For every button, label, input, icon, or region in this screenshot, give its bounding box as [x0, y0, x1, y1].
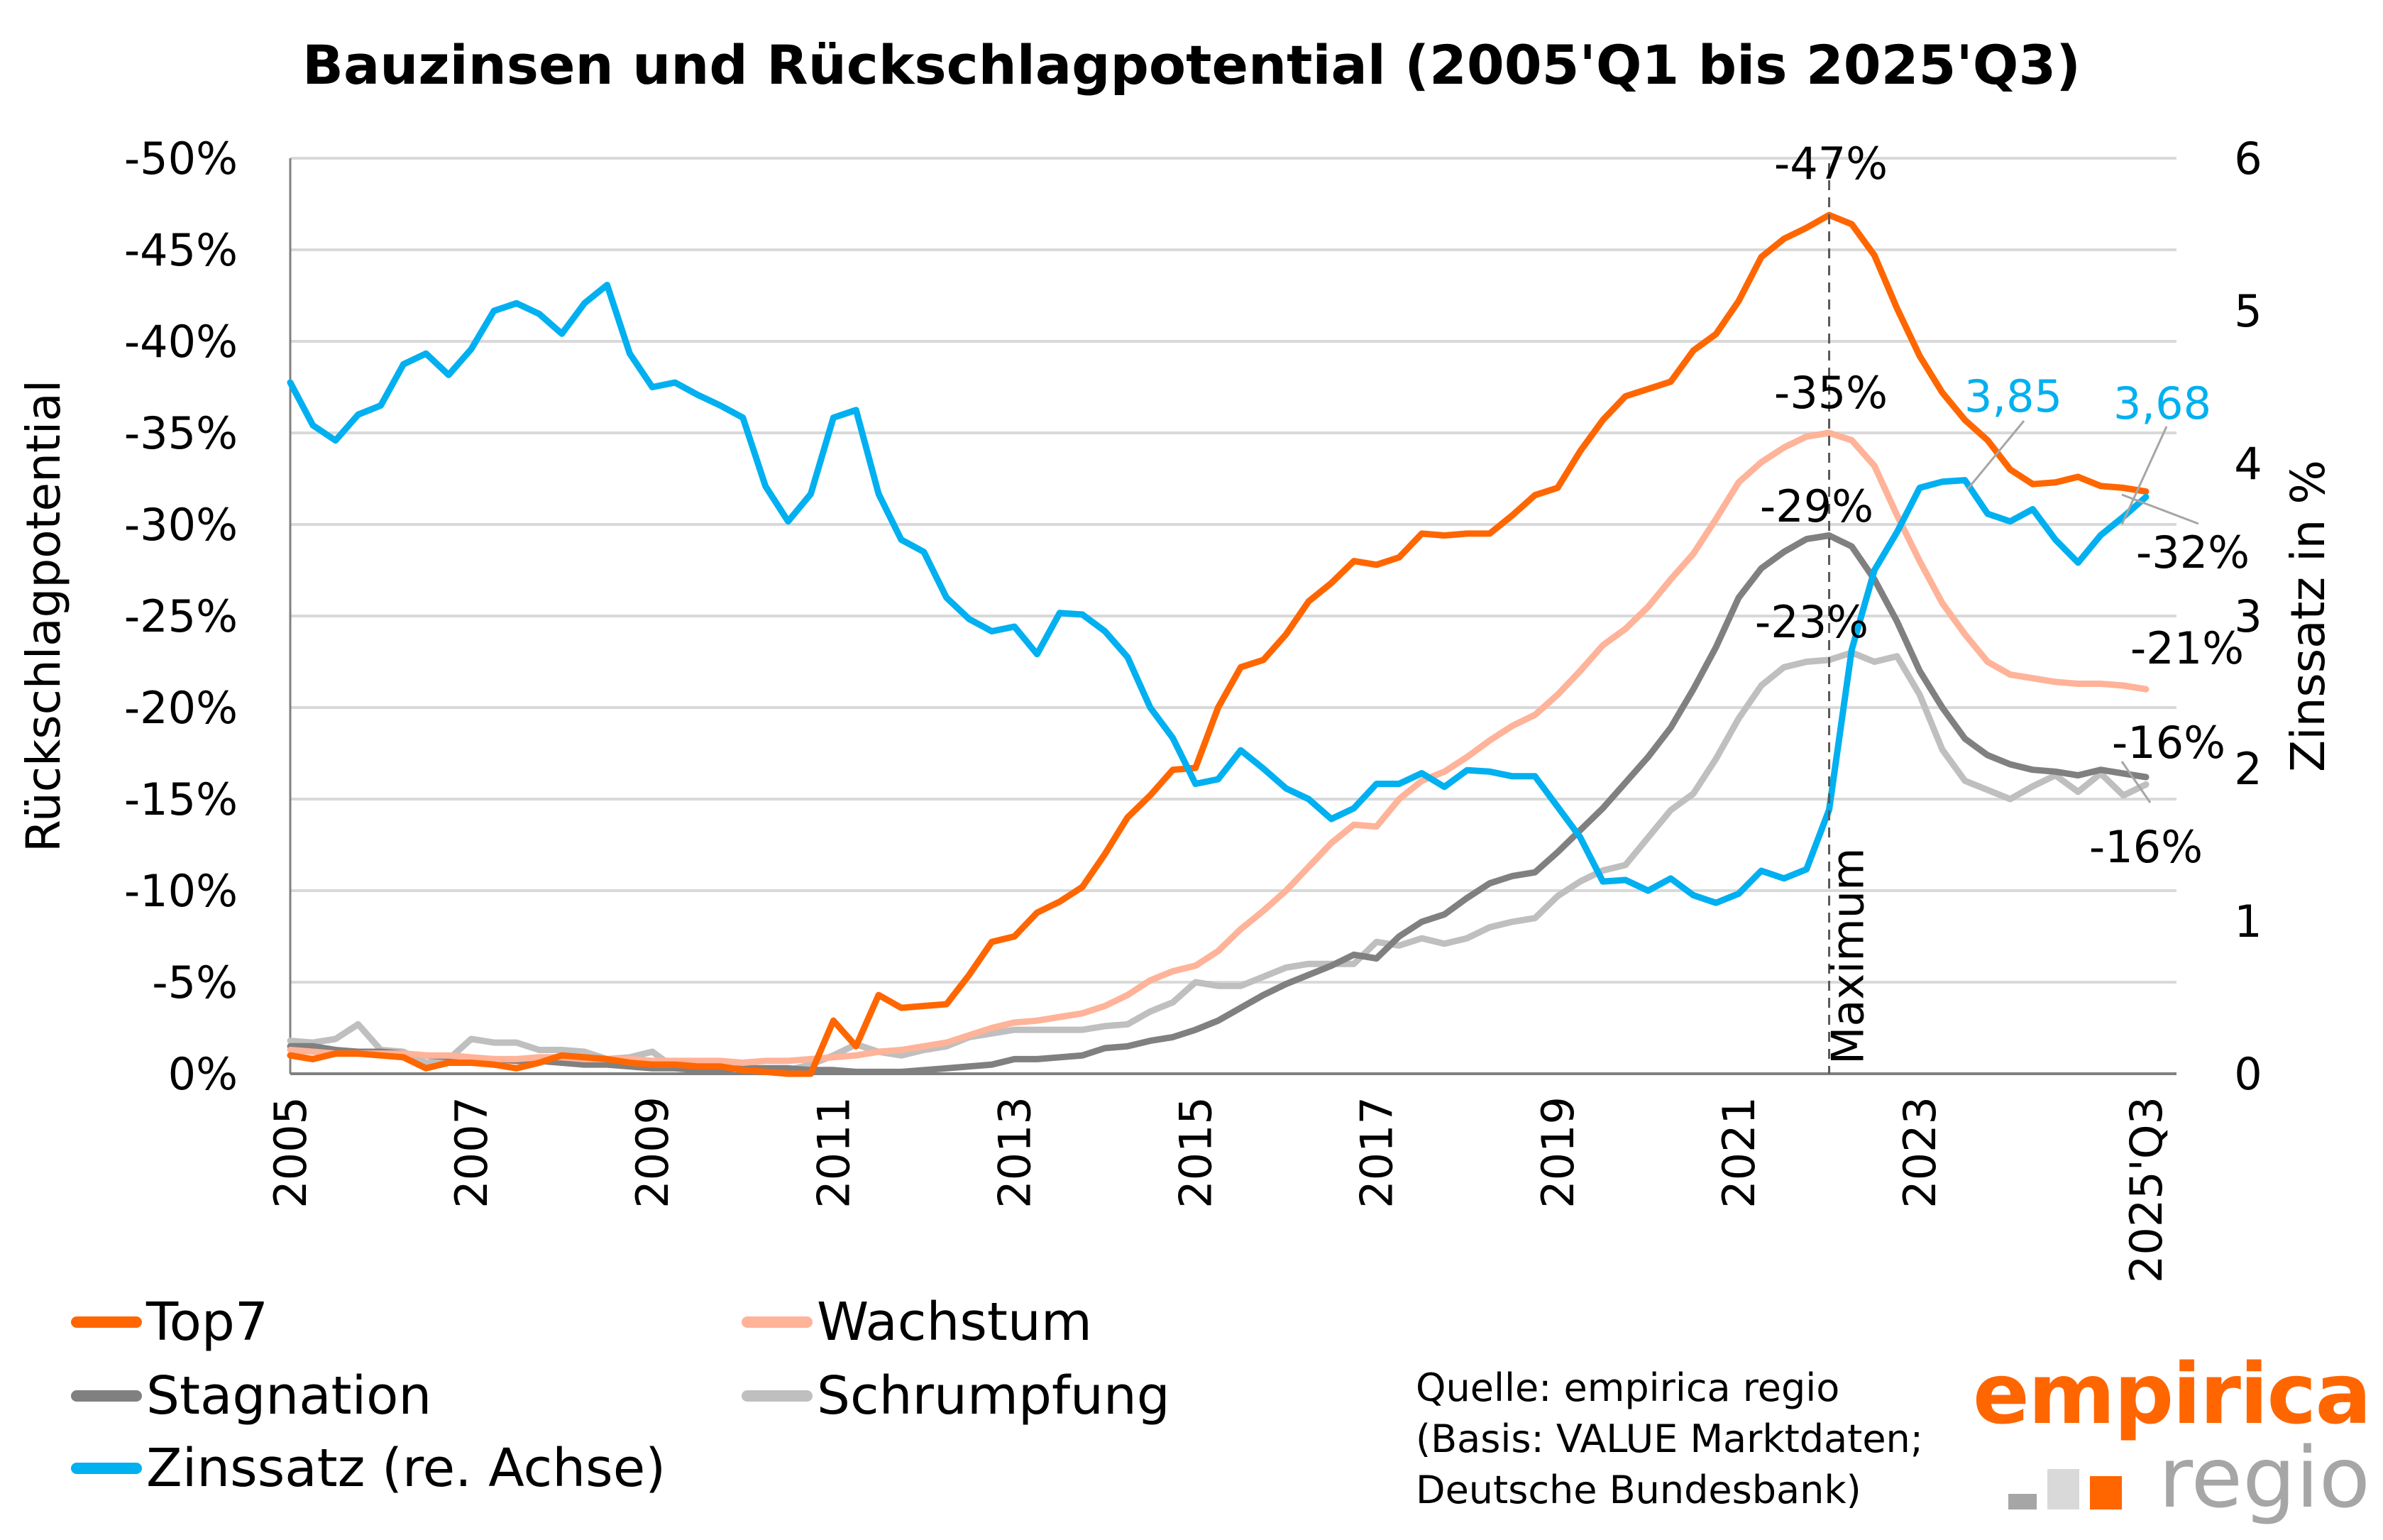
- x-tick-label: 2017: [1351, 1096, 1403, 1209]
- x-tick-label: 2007: [446, 1096, 497, 1209]
- right-tick-label: 6: [2234, 133, 2262, 185]
- left-tick-label: -10%: [124, 865, 238, 917]
- right-tick-label: 2: [2234, 743, 2262, 795]
- logo-square-grey: [2008, 1494, 2037, 1509]
- series-lines: [287, 211, 2150, 1077]
- left-tick-label: -30%: [124, 499, 238, 551]
- logo-square-orange: [2090, 1476, 2122, 1509]
- annotation-label: 3,85: [1964, 370, 2062, 422]
- left-tick-label: -15%: [124, 774, 238, 825]
- left-tick-label: -50%: [124, 133, 238, 185]
- annotation-label: -35%: [1774, 367, 1888, 419]
- source-note: Quelle: empirica regio (Basis: VALUE Mar…: [1416, 1363, 1923, 1516]
- annotation-label: -47%: [1774, 138, 1888, 189]
- right-tick-label: 0: [2234, 1048, 2262, 1100]
- left-tick-label: -35%: [124, 407, 238, 459]
- annotation-leader-line: [2121, 493, 2199, 525]
- logo-wordmark-empirica: empirica: [1972, 1345, 2372, 1443]
- maximum-marker: Maximum: [1822, 163, 1874, 1074]
- series-line-stagnation: [287, 532, 2150, 1075]
- legend-swatch-zinssatz: [71, 1463, 142, 1474]
- legend-label: Zinssatz (re. Achse): [146, 1438, 666, 1499]
- right-axis-ticks: 0 1 2 3 4 5 6: [2234, 133, 2262, 1100]
- right-tick-label: 1: [2234, 896, 2262, 947]
- logo-square-lightgrey: [2047, 1469, 2079, 1509]
- chart-title: Bauzinsen und Rückschlagpotential (2005'…: [302, 33, 2081, 97]
- x-tick-label: 2013: [989, 1096, 1040, 1209]
- x-tick-label: 2015: [1170, 1096, 1222, 1209]
- x-tick-label: 2023: [1894, 1096, 1946, 1209]
- x-tick-label: 2009: [627, 1096, 678, 1209]
- source-line-2: (Basis: VALUE Marktdaten;: [1416, 1417, 1923, 1461]
- x-axis-ticks: 2005 2007 2009 2011 2013 2015 2017 2019 2021 2023…: [265, 1096, 2172, 1283]
- left-tick-label: -45%: [124, 224, 238, 276]
- x-tick-label: 2005: [265, 1096, 317, 1209]
- right-axis-label: Zinssatz in %: [2281, 460, 2335, 772]
- right-tick-label: 3: [2234, 590, 2262, 642]
- left-tick-label: 0%: [168, 1048, 238, 1100]
- legend-item-wachstum[interactable]: Wachstum: [742, 1292, 1092, 1353]
- series-line-top7: [287, 211, 2150, 1077]
- x-tick-label: 2019: [1532, 1096, 1584, 1209]
- legend: Top7 Wachstum Stagnation Schrumpfung Zin…: [71, 1292, 1277, 1526]
- annotation-leader-line: [2120, 426, 2168, 525]
- left-axis-label: Rückschlagpotential: [16, 380, 71, 852]
- legend-label: Stagnation: [146, 1365, 432, 1426]
- annotation-leader-line: [2120, 761, 2152, 803]
- legend-label: Wachstum: [817, 1292, 1092, 1353]
- right-tick-label: 4: [2234, 438, 2262, 490]
- left-tick-label: -20%: [124, 682, 238, 734]
- legend-label: Top7: [146, 1292, 268, 1353]
- annotation-label: -21%: [2130, 622, 2244, 674]
- right-tick-label: 5: [2234, 285, 2262, 337]
- annotation-label: -29%: [1760, 480, 1873, 532]
- x-tick-label: 2021: [1713, 1096, 1765, 1209]
- legend-swatch-wachstum: [742, 1316, 813, 1328]
- source-line-3: Deutsche Bundesbank): [1416, 1468, 1861, 1512]
- left-tick-label: -25%: [124, 590, 238, 642]
- legend-swatch-schrumpfung: [742, 1390, 813, 1402]
- annotation-label: -16%: [2089, 821, 2203, 873]
- legend-item-schrumpfung[interactable]: Schrumpfung: [742, 1365, 1170, 1426]
- logo-wordmark-regio: regio: [2158, 1429, 2370, 1527]
- left-tick-label: -40%: [124, 316, 238, 368]
- left-axis-ticks: 0% -5% -10% -15% -20% -25% -30% -35% -40% -45% -50…: [124, 133, 238, 1100]
- gridlines: [290, 157, 2176, 984]
- series-line-zinssatz: [287, 282, 2150, 906]
- source-line-1: Quelle: empirica regio: [1416, 1365, 1840, 1410]
- legend-item-stagnation[interactable]: Stagnation: [71, 1365, 431, 1426]
- annotation-label: -32%: [2136, 527, 2250, 578]
- legend-item-zinssatz[interactable]: Zinssatz (re. Achse): [71, 1438, 666, 1499]
- legend-swatch-top7: [71, 1316, 142, 1328]
- left-tick-label: -5%: [152, 957, 238, 1008]
- x-tick-label: 2025'Q3: [2120, 1096, 2172, 1283]
- annotation-label: 3,68: [2113, 378, 2211, 429]
- empirica-regio-logo: empirica regio: [1973, 1345, 2372, 1529]
- maximum-label: Maximum: [1822, 848, 1874, 1065]
- annotations: -47% -35% -29% -23% 3,85 3,68 -32% -21% -16% -16%: [1755, 138, 2250, 873]
- legend-label: Schrumpfung: [817, 1365, 1170, 1426]
- x-tick-label: 2011: [808, 1096, 859, 1209]
- annotation-label: -23%: [1755, 596, 1869, 648]
- legend-swatch-stagnation: [71, 1390, 142, 1402]
- annotation-leader-line: [1966, 420, 2025, 490]
- legend-item-top7[interactable]: Top7: [71, 1292, 268, 1353]
- annotation-label: -16%: [2112, 717, 2225, 769]
